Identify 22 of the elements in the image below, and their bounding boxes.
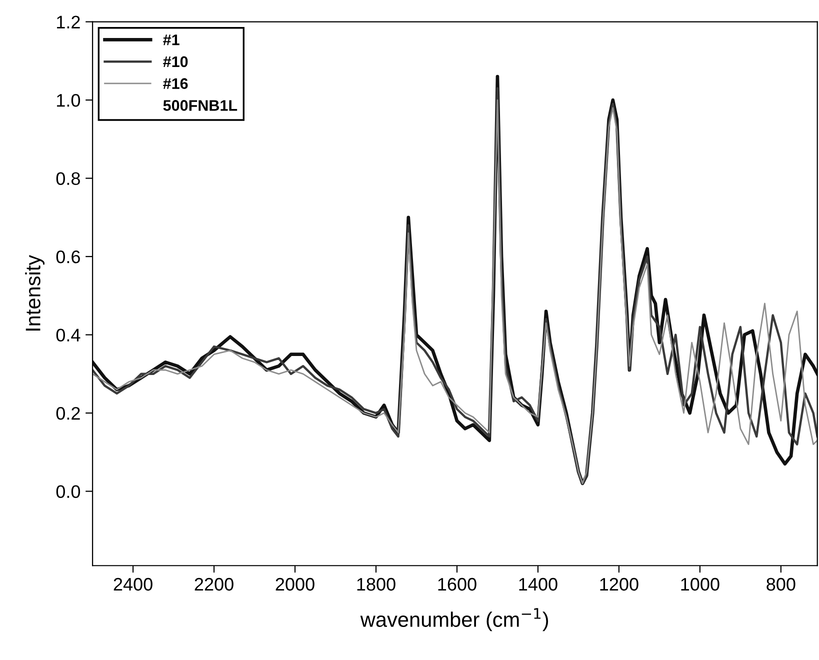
x-tick-label: 2200 (194, 578, 234, 591)
y-tick-label: 1.0 (57, 94, 80, 107)
y-tick-label: 1.2 (57, 16, 80, 28)
x-tick-label: 1000 (681, 578, 720, 591)
x-tick-label: 1800 (357, 578, 396, 591)
x-tick-label: 1200 (600, 578, 638, 591)
annotation: 500FNB1L (163, 100, 238, 111)
y-tick-label: 0.8 (56, 172, 80, 185)
x-tick-label: 800 (766, 578, 796, 591)
y-tick-label: 0.0 (56, 485, 80, 498)
x-tick-label: 1600 (438, 578, 476, 591)
y-axis-title: Intensity (25, 254, 45, 331)
y-tick-label: 0.2 (56, 406, 80, 420)
legend-label: #16 (163, 78, 188, 89)
x-tick-label: 1400 (519, 578, 558, 591)
y-tick-label: 0.6 (56, 250, 80, 264)
legend-label: #1 (163, 34, 180, 46)
x-axis-title: wavenumber (cm$^{−1}$) (360, 608, 548, 632)
x-tick-label: 2000 (276, 578, 314, 591)
x-tick-label: 2400 (114, 578, 152, 591)
legend-label: #10 (163, 56, 188, 68)
y-tick-label: 0.4 (56, 328, 80, 342)
